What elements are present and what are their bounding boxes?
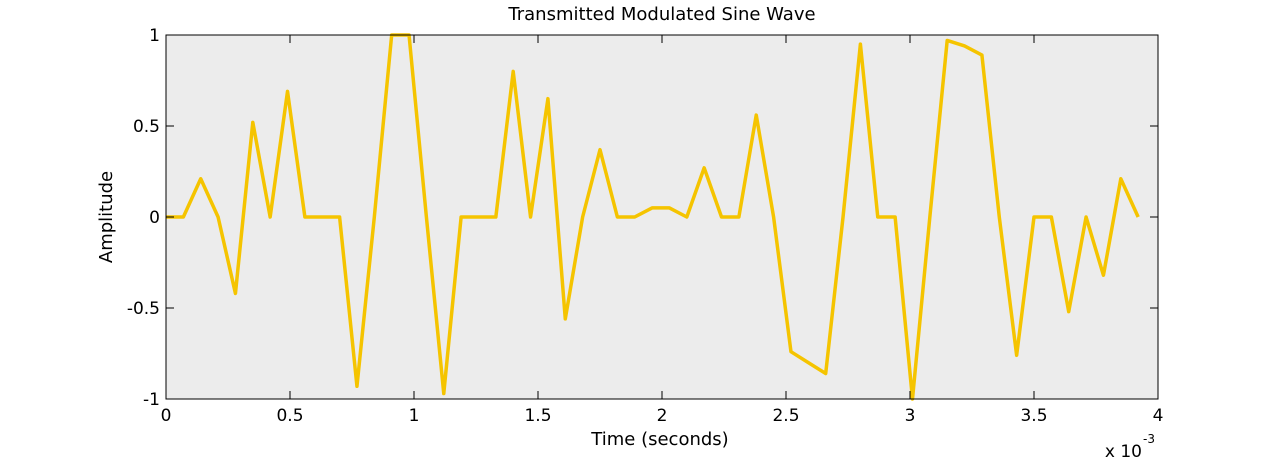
x-tick-label: 3.5: [1020, 406, 1047, 426]
x-tick-label: 1: [409, 406, 420, 426]
x-tick-label: 2: [657, 406, 668, 426]
x-tick-label: 4: [1153, 406, 1164, 426]
y-axis-label: Amplitude: [96, 171, 117, 263]
chart-title: Transmitted Modulated Sine Wave: [507, 4, 815, 25]
y-tick-label: -1: [143, 390, 160, 410]
x-tick-label: 3: [905, 406, 916, 426]
x-axis-label: Time (seconds): [590, 429, 728, 450]
y-tick-label: 1: [149, 26, 160, 46]
x-tick-label: 2.5: [772, 406, 799, 426]
x-tick-label: 0.5: [276, 406, 303, 426]
y-axis: -1 -0.5 0 0.5 1: [127, 26, 1158, 410]
y-tick-label: 0: [149, 208, 160, 228]
x-axis-exponent-base: x 10: [1105, 442, 1142, 458]
series-line: [166, 33, 1140, 401]
x-tick-label: 0: [161, 406, 172, 426]
x-axis: 0 0.5 1 1.5 2 2.5 3 3.5 4: [161, 35, 1164, 426]
series-layer: [166, 33, 1140, 401]
x-axis-exponent-power: -3: [1143, 432, 1155, 446]
y-tick-label: 0.5: [133, 117, 160, 137]
x-tick-label: 1.5: [524, 406, 551, 426]
y-tick-label: -0.5: [127, 299, 160, 319]
